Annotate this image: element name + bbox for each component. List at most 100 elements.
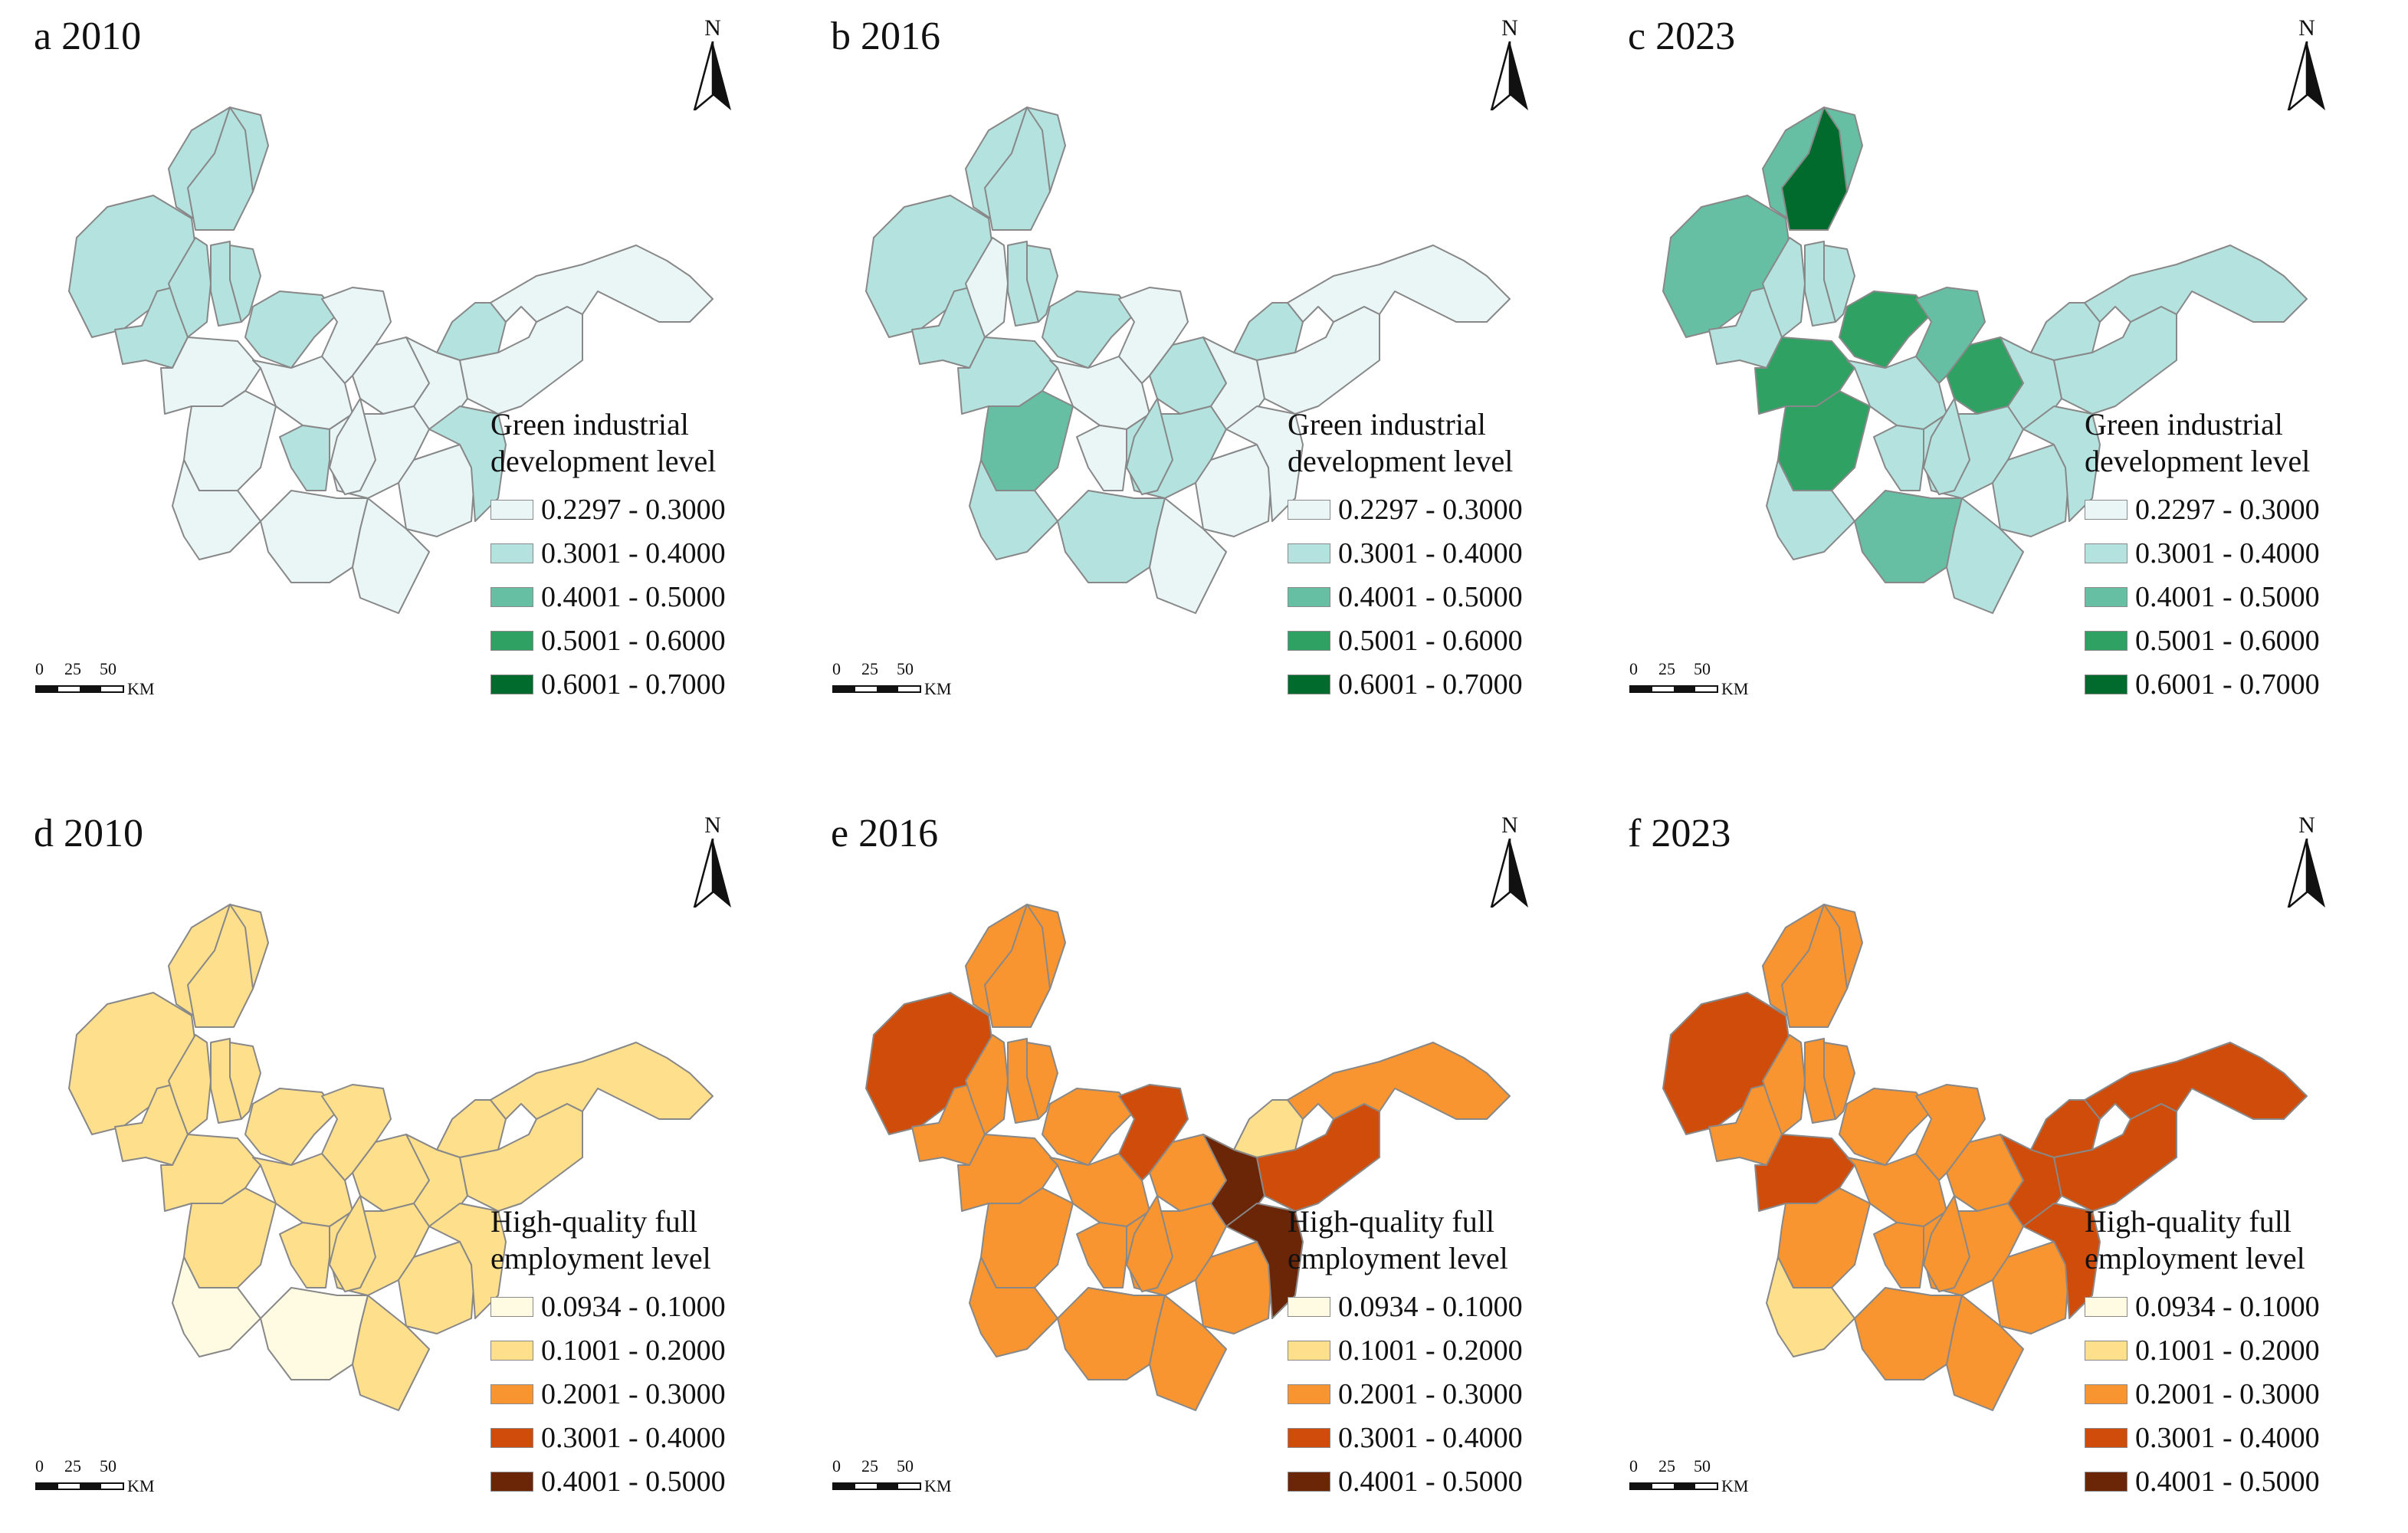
legend-label: 0.3001 - 0.4000 <box>2135 1421 2320 1454</box>
legend-label: 0.4001 - 0.5000 <box>1338 580 1523 613</box>
legend-item: 0.4001 - 0.5000 <box>490 1459 766 1503</box>
region-9 <box>160 1134 261 1212</box>
legend-label: 0.3001 - 0.4000 <box>541 537 726 570</box>
region-3 <box>187 904 254 1028</box>
region-24 <box>459 306 583 415</box>
scale-unit: KM <box>1721 1476 1749 1495</box>
legend-items: 0.2297 - 0.3000 0.3001 - 0.4000 0.4001 - 0… <box>2085 487 2360 706</box>
legend-label: 0.3001 - 0.4000 <box>541 1421 726 1454</box>
scale-segment <box>101 1484 123 1489</box>
scale-ticks: 0 25 50 <box>832 1456 986 1476</box>
scale-tick-label: 50 <box>897 659 914 678</box>
scale-tick-label: 0 <box>1629 659 1638 678</box>
scale-segment <box>37 1484 58 1489</box>
region-10 <box>980 1187 1074 1288</box>
legend-swatch <box>490 674 533 694</box>
choropleth-map <box>865 904 1511 1411</box>
legend-item: 0.1001 - 0.2000 <box>2085 1328 2360 1372</box>
scale-ticks: 0 25 50 <box>35 659 189 679</box>
scale-tick-label: 50 <box>1694 659 1711 678</box>
legend-label: 0.6001 - 0.7000 <box>2135 668 2320 701</box>
region-20 <box>352 497 430 614</box>
scale-unit: KM <box>1721 679 1749 698</box>
north-label: N <box>704 812 721 838</box>
panel-title: f 2023 <box>1628 812 1731 855</box>
legend-label: 0.2297 - 0.3000 <box>541 493 726 526</box>
scale-ticks: 0 25 50 <box>1629 1456 1783 1476</box>
legend-label: 0.3001 - 0.4000 <box>1338 537 1523 570</box>
legend-item: 0.5001 - 0.6000 <box>2085 619 2360 662</box>
region-8 <box>1042 1088 1135 1166</box>
legend-title: High-quality full employment level <box>1288 1204 1508 1275</box>
scale-bar-graphic <box>35 1482 124 1490</box>
legend-label: 0.6001 - 0.7000 <box>541 668 726 701</box>
legend-items: 0.2297 - 0.3000 0.3001 - 0.4000 0.4001 - 0… <box>1288 487 1563 706</box>
scale-segment <box>101 687 123 691</box>
legend-swatch <box>490 1427 533 1448</box>
region-3 <box>984 904 1051 1028</box>
legend-label: 0.3001 - 0.4000 <box>1338 1421 1523 1454</box>
scale-bar-graphic <box>832 685 921 693</box>
north-arrow: N <box>2284 15 2330 115</box>
legend-swatch <box>490 499 533 520</box>
region-19 <box>260 490 369 583</box>
legend-title: Green industrial development level <box>2085 407 2311 478</box>
scale-tick-label: 25 <box>1658 1456 1675 1476</box>
legend: High-quality full employment level 0.0934… <box>2085 1203 2360 1503</box>
scale-tick-label: 50 <box>897 1456 914 1476</box>
region-18 <box>969 1256 1058 1357</box>
legend-label: 0.6001 - 0.7000 <box>1338 668 1523 701</box>
region-5 <box>168 1034 212 1135</box>
legend-swatch <box>1288 630 1330 651</box>
region-7 <box>1026 1042 1058 1120</box>
scale-segment <box>1652 687 1674 691</box>
legend-label: 0.2001 - 0.3000 <box>1338 1377 1523 1410</box>
legend-item: 0.4001 - 0.5000 <box>2085 575 2360 619</box>
legend-swatch <box>1288 543 1330 563</box>
north-arrow-icon <box>693 41 731 110</box>
legend-item: 0.0934 - 0.1000 <box>2085 1285 2360 1328</box>
region-23 <box>1225 1203 1304 1319</box>
scale-ticks: 0 25 50 <box>35 1456 189 1476</box>
map-panel-a: a 2010 N Green industrial development leve… <box>0 0 797 736</box>
scale-segment <box>855 687 877 691</box>
scale-tick-label: 50 <box>100 1456 116 1476</box>
region-8 <box>1042 291 1135 369</box>
region-18 <box>969 459 1058 560</box>
region-18 <box>1766 459 1855 560</box>
legend-label: 0.4001 - 0.5000 <box>2135 580 2320 613</box>
scale-segment <box>855 1484 877 1489</box>
north-label: N <box>1501 15 1518 41</box>
legend-item: 0.4001 - 0.5000 <box>1288 1459 1563 1503</box>
north-arrow: N <box>690 15 736 115</box>
scale-segment <box>1674 687 1695 691</box>
legend-title: High-quality full employment level <box>2085 1204 2305 1275</box>
region-9 <box>957 1134 1058 1212</box>
legend-title: Green industrial development level <box>1288 407 1514 478</box>
region-8 <box>1839 1088 1932 1166</box>
legend-item: 0.2001 - 0.3000 <box>2085 1372 2360 1416</box>
north-arrow: N <box>1487 15 1533 115</box>
region-5 <box>1762 237 1806 338</box>
region-25 <box>1287 1042 1511 1120</box>
north-label: N <box>704 15 721 41</box>
panel-title: e 2016 <box>831 812 939 855</box>
legend-item: 0.5001 - 0.6000 <box>1288 619 1563 662</box>
north-arrow-icon <box>2287 839 2325 908</box>
choropleth-map <box>68 107 714 614</box>
region-24 <box>459 1103 583 1212</box>
legend-swatch <box>1288 674 1330 694</box>
scale-segment <box>1674 1484 1695 1489</box>
region-8 <box>244 291 338 369</box>
legend: High-quality full employment level 0.0934… <box>1288 1203 1563 1503</box>
legend-items: 0.0934 - 0.1000 0.1001 - 0.2000 0.2001 - 0… <box>2085 1285 2360 1503</box>
legend-swatch <box>2085 1296 2128 1317</box>
region-19 <box>1057 490 1166 583</box>
legend-swatch <box>2085 1384 2128 1404</box>
region-8 <box>244 1088 338 1166</box>
legend-label: 0.4001 - 0.5000 <box>541 1465 726 1498</box>
legend-label: 0.5001 - 0.6000 <box>1338 624 1523 657</box>
region-17 <box>1923 398 1970 495</box>
map-panel-c: c 2023 N Green industrial development leve… <box>1594 0 2391 736</box>
legend-swatch <box>490 586 533 607</box>
